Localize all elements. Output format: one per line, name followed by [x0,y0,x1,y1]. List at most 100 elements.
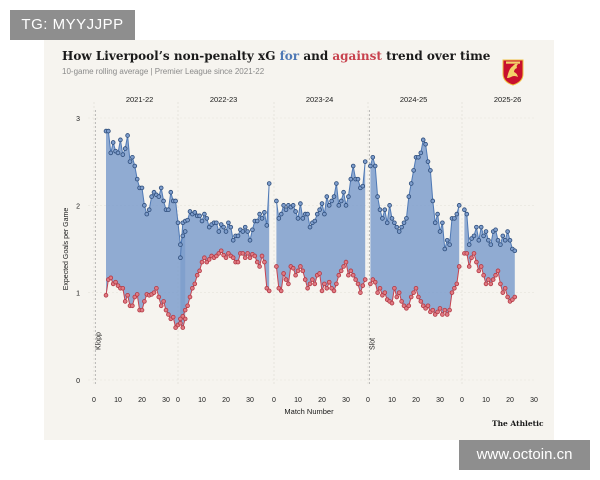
xg-for-point [120,152,126,157]
xg-for-point [416,155,421,160]
xg-for-point [399,224,404,230]
xg-for-point [264,223,270,228]
xg-for-point [168,189,174,195]
xg-against-point [348,268,354,274]
xg-for-point [106,128,111,134]
brand-logo: The Athletic [492,419,544,428]
xg-gap-area [276,161,366,293]
xg-against-point [334,281,339,287]
xg-against-point [108,275,114,281]
xg-for-point [408,181,414,186]
xg-against-point [274,264,279,269]
xg-for-point [512,248,518,254]
x-tick-label: 0 [272,397,276,404]
y-tick-label: 3 [76,116,80,123]
xg-for-point [483,229,489,234]
xg-against-point [469,255,474,261]
xg-against-line [464,252,516,303]
xg-against-point [346,272,351,278]
x-tick-label: 10 [294,397,302,404]
xg-against-point [466,264,472,269]
xg-against-point [125,292,130,298]
xg-against-point [310,277,315,282]
xg-for-point [110,140,116,145]
xg-for-point [338,198,344,204]
xg-for-point [242,224,248,230]
xg-for-point [401,220,407,226]
xg-for-point [300,216,306,221]
xg-for-point [134,176,140,182]
xg-for-point [355,176,361,182]
xg-against-point [142,299,147,304]
xg-for-point [178,242,183,247]
xg-for-point [276,216,282,221]
xg-against-point [486,277,491,282]
xg-for-point [346,194,351,199]
title-part-1: How Liverpool’s non-penalty xG [62,49,280,63]
xg-for-point [423,141,428,147]
xg-against-point [331,288,337,294]
xg-against-point [223,255,229,261]
xg-against-point [266,288,272,294]
xg-for-point [274,198,279,204]
season-label: 2024-25 [400,95,428,104]
title-against: against [332,49,382,63]
xg-for-point [425,159,431,164]
title-part-2: and [299,49,333,63]
xg-for-point [488,242,494,247]
xg-against-point [194,272,200,278]
xg-for-point [437,229,443,234]
xg-against-point [338,268,344,274]
xg-against-point [394,294,400,300]
xg-against-point [389,300,395,306]
xg-against-point [435,309,440,315]
xg-against-point [449,290,455,295]
xg-for-point [464,211,470,217]
xg-against-point [290,265,296,271]
xg-for-point [442,246,448,252]
xg-against-point [187,294,193,300]
xg-against-point [305,286,310,291]
xg-against-point [120,286,126,291]
x-tick-label: 0 [92,397,96,404]
x-tick-label: 0 [460,397,464,404]
x-tick-label: 10 [482,397,490,404]
xg-against-point [425,303,431,309]
xg-for-point [262,210,267,215]
xg-against-point [430,307,436,313]
xg-against-point [483,281,489,287]
xg-for-point [180,233,186,239]
xg-for-point [452,216,457,221]
xg-for-point [418,150,424,156]
xg-against-point [122,299,128,304]
xg-against-point [495,268,501,274]
xg-against-point [490,277,496,282]
xg-for-point [420,137,426,143]
xg-against-point [322,281,327,287]
xg-for-point [149,194,154,199]
xg-against-point [202,255,207,261]
season-label: 2021-22 [126,95,154,104]
xg-against-point [362,277,368,282]
y-tick-label: 1 [76,291,80,298]
x-tick-label: 30 [342,397,350,404]
xg-against-point [476,268,482,274]
xg-for-point [202,211,207,217]
chart-card: How Liverpool’s non-penalty xG for and a… [44,40,554,440]
xg-against-point [278,288,284,294]
xg-against-point [245,251,250,256]
xg-for-point [435,211,440,217]
xg-against-point [192,281,198,287]
season-label: 2022-23 [210,95,238,104]
xg-for-point [214,220,219,226]
xg-for-point [108,150,114,156]
xg-for-point [173,198,178,204]
xg-against-point [240,251,246,256]
season-label: 2023-24 [306,95,334,104]
xg-for-point [387,203,392,208]
xg-against-point [442,307,448,313]
xg-against-point [481,272,486,278]
xg-for-point [245,229,250,234]
xg-for-point [362,159,368,164]
xg-against-point [478,264,484,269]
